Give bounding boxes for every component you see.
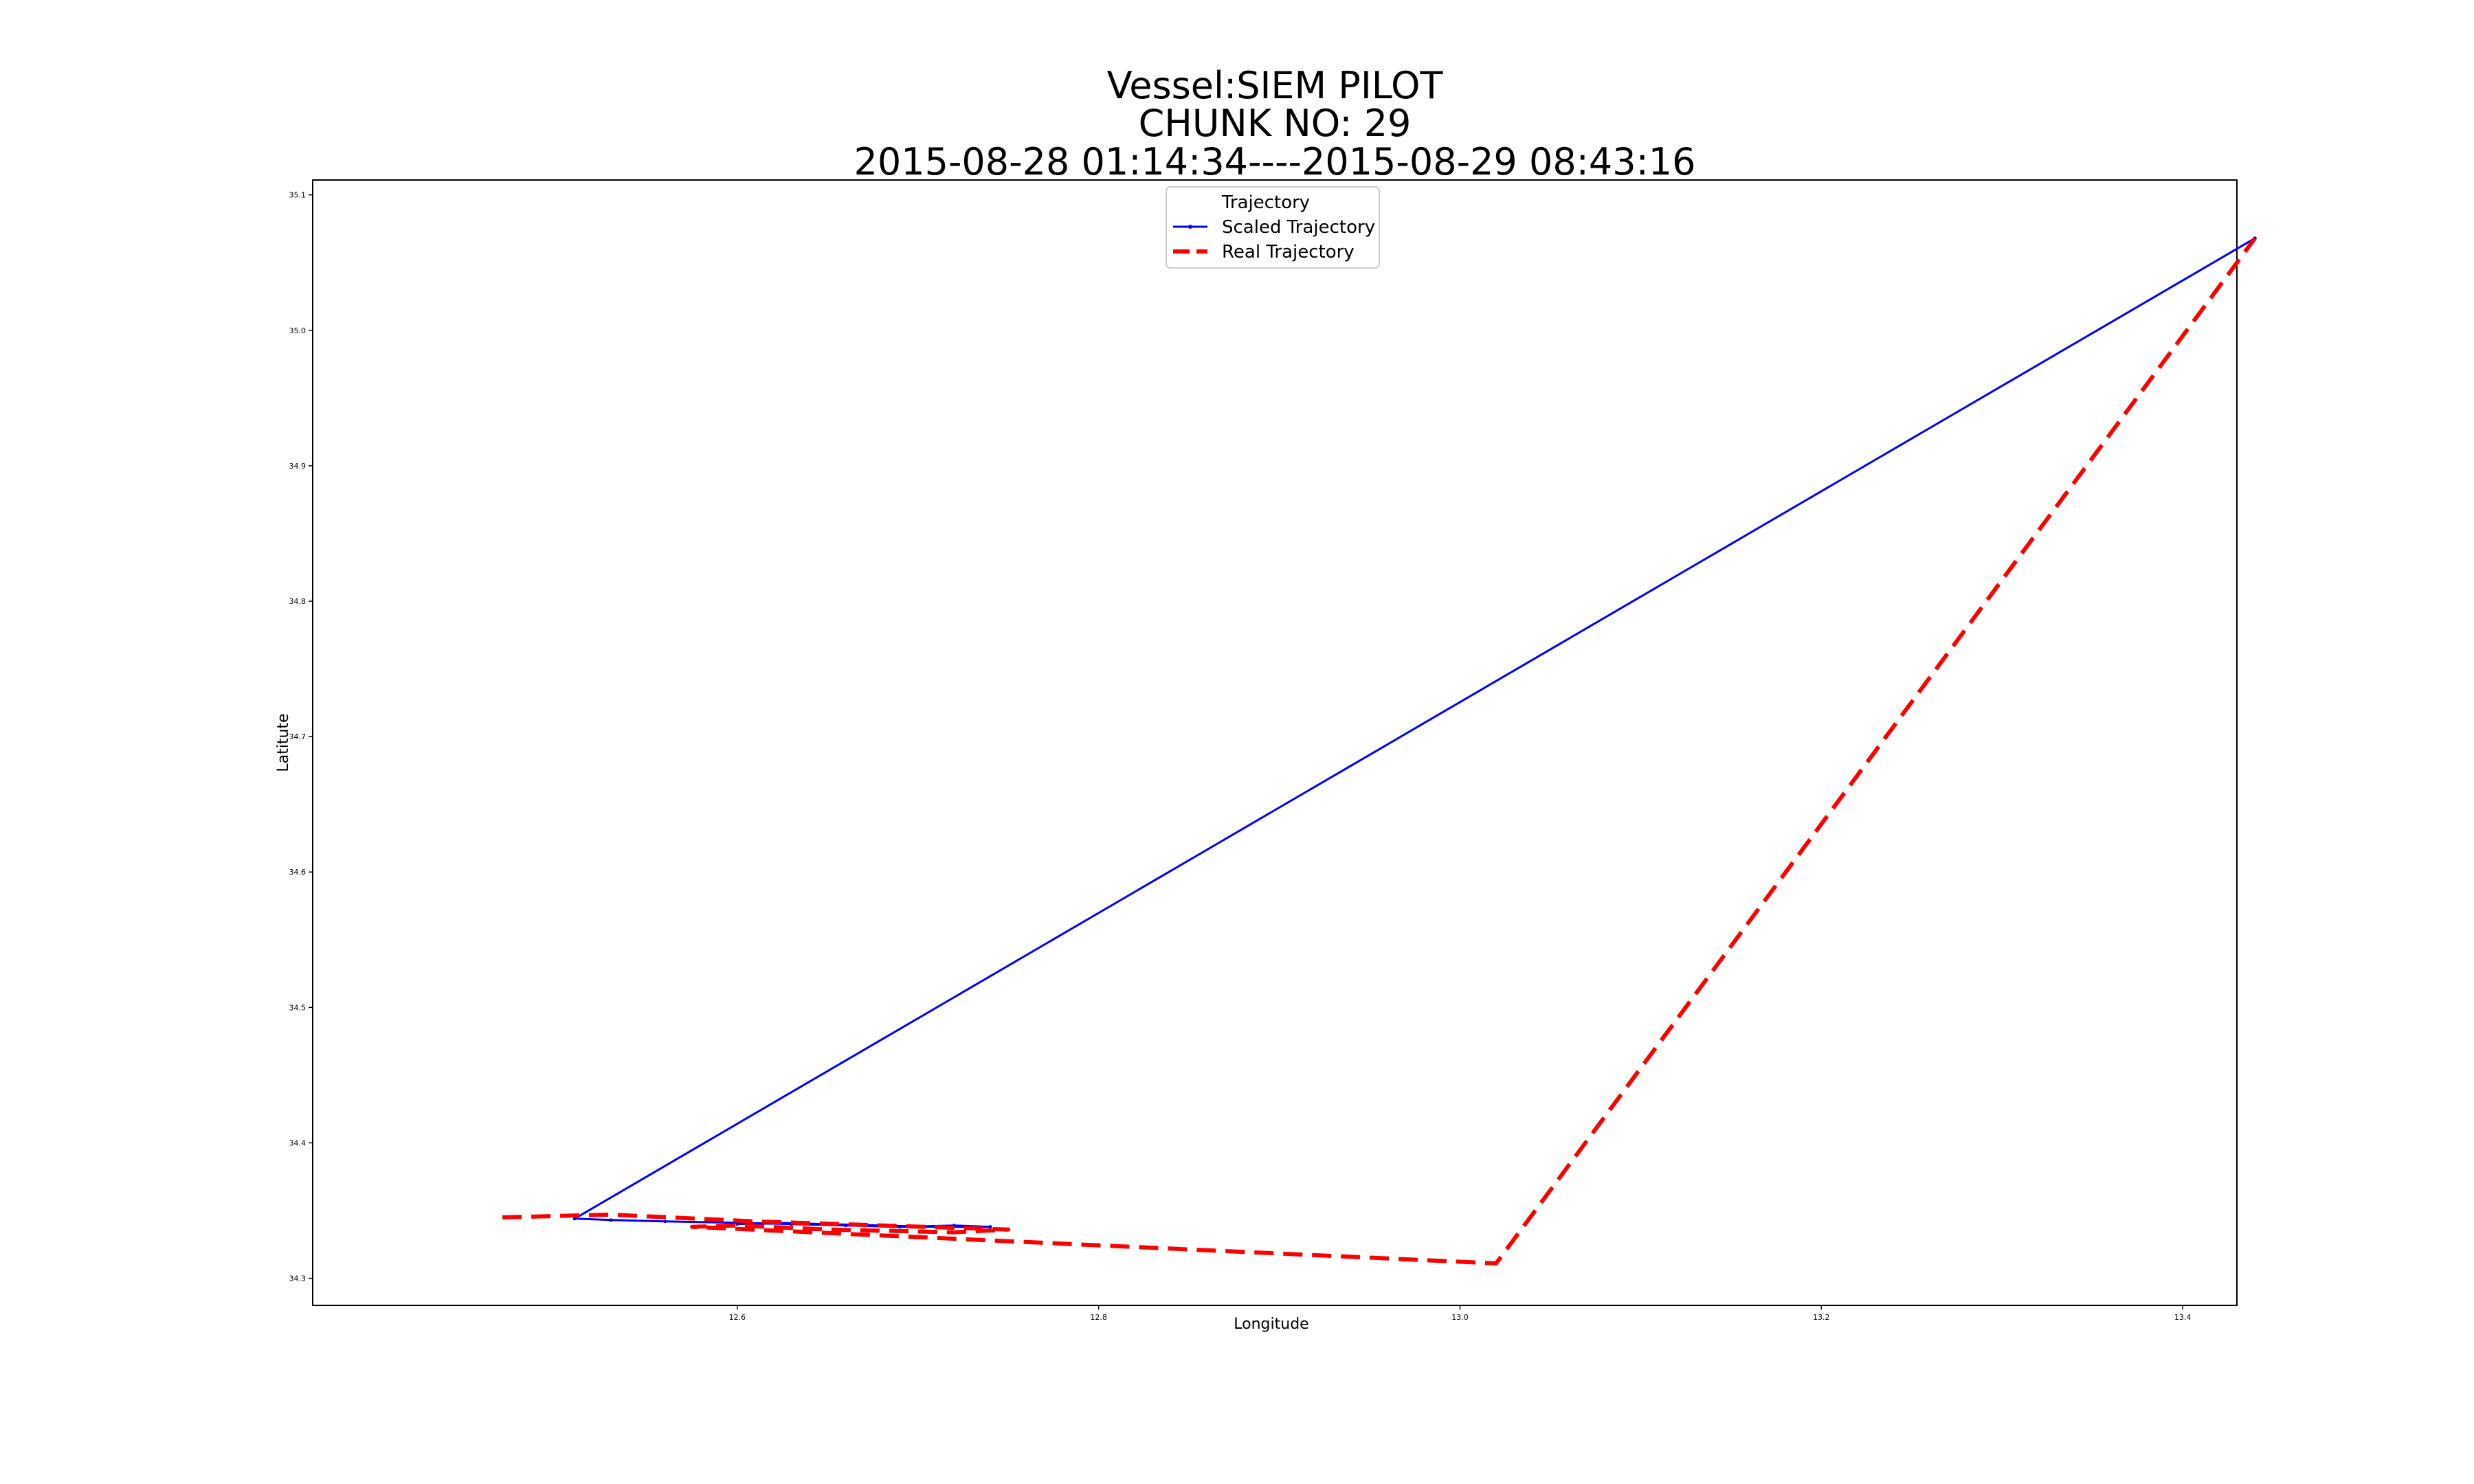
y-tick-label: 34.8 — [289, 597, 307, 606]
scaled-trajectory-point — [844, 1224, 848, 1228]
real-trajectory-line — [502, 237, 2257, 1266]
y-tick-label: 34.9 — [289, 462, 307, 471]
scaled-trajectory-point — [663, 1219, 667, 1224]
scaled-trajectory-point — [609, 1218, 613, 1222]
y-axis-label: Latitute — [275, 713, 292, 772]
chart-title: Vessel:SIEM PILOT CHUNK NO: 29 2015-08-2… — [854, 64, 1696, 183]
y-tick-label: 35.1 — [289, 191, 307, 200]
legend: Trajectory Scaled Trajectory Real Trajec… — [1166, 186, 1380, 269]
y-axis-ticks: 34.3 34.4 34.5 34.6 34.7 34.8 34.9 35.0 35.1 — [289, 191, 313, 1283]
scaled-trajectory-point — [572, 1217, 577, 1221]
x-tick-label: 13.0 — [1451, 1313, 1469, 1322]
scaled-trajectory-point — [988, 1225, 992, 1229]
y-tick-label: 34.7 — [289, 732, 307, 741]
x-tick-label: 13.4 — [2174, 1313, 2192, 1322]
y-tick-label: 34.5 — [289, 1003, 307, 1012]
y-tick-label: 35.0 — [289, 326, 307, 335]
title-line-timerange: 2015-08-28 01:14:34----2015-08-29 08:43:… — [854, 140, 1696, 183]
x-tick-label: 13.2 — [1813, 1313, 1830, 1322]
x-axis-label: Longitude — [1234, 1316, 1308, 1333]
y-tick-label: 34.4 — [289, 1138, 307, 1147]
legend-title: Trajectory — [1221, 192, 1310, 213]
title-line-chunk: CHUNK NO: 29 — [1139, 102, 1412, 145]
x-axis-ticks: 12.6 12.8 13.0 13.2 13.4 — [729, 1305, 2192, 1322]
x-tick-label: 12.8 — [1090, 1313, 1107, 1322]
title-line-vessel: Vessel:SIEM PILOT — [1107, 64, 1444, 107]
legend-box — [1166, 186, 1380, 269]
plot-area — [312, 179, 2238, 1306]
y-tick-label: 34.3 — [289, 1274, 307, 1283]
legend-label-scaled: Scaled Trajectory — [1222, 217, 1375, 238]
x-tick-label: 12.6 — [729, 1313, 746, 1322]
y-tick-label: 34.6 — [289, 868, 307, 877]
legend-marker-scaled — [1188, 225, 1192, 229]
legend-label-real: Real Trajectory — [1222, 242, 1355, 262]
series-layer — [502, 236, 2257, 1266]
scaled-trajectory-point — [898, 1225, 902, 1229]
